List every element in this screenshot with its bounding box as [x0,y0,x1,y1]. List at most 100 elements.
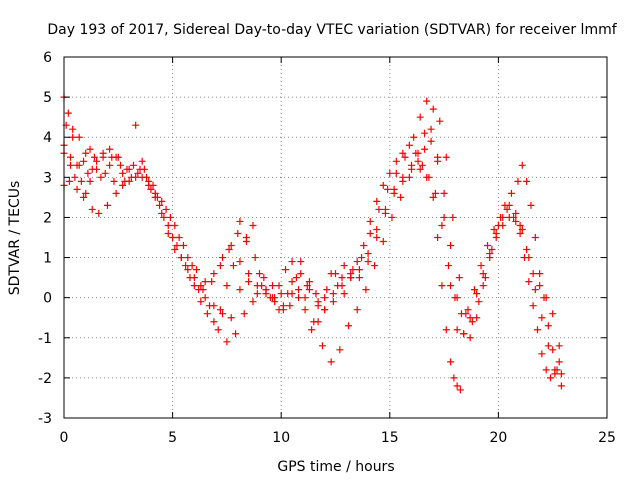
data-point [175,234,183,241]
data-point [464,306,472,314]
data-point [514,177,522,185]
data-point [408,161,416,169]
data-point [355,266,363,274]
data-point [484,242,492,250]
data-point [518,161,526,169]
data-point [214,326,222,334]
data-point [481,274,489,282]
data-point [130,161,138,169]
data-point [336,346,344,354]
data-point [379,238,387,246]
data-point [529,270,537,278]
data-point [249,298,257,306]
data-point [253,290,261,298]
data-point [86,145,94,153]
data-point [538,314,546,322]
data-point [425,173,433,181]
data-point [488,246,496,254]
data-point [529,302,537,310]
data-point [119,169,127,177]
data-point [145,181,153,189]
data-point [158,197,166,205]
data-point [171,221,179,229]
data-point [321,306,329,314]
data-point [429,193,437,201]
data-point [371,262,379,270]
data-point [295,286,303,294]
data-point [216,262,224,270]
data-point [364,258,372,266]
data-point [223,338,231,346]
data-point [140,165,148,173]
data-point [386,169,394,177]
chart-title: Day 193 of 2017, Sidereal Day-to-day VTE… [47,22,617,38]
data-point [512,217,520,225]
data-point [64,109,72,117]
data-point [80,193,88,201]
data-point [442,153,450,161]
data-point [364,250,372,258]
data-point [479,270,487,278]
data-point [457,310,465,318]
data-point [379,181,387,189]
data-point [547,374,555,382]
data-point [549,346,557,354]
data-point [329,290,337,298]
data-point [110,177,118,185]
series-3 [60,93,565,378]
data-point [373,197,381,205]
data-point [210,318,218,326]
data-point [101,169,109,177]
data-point [301,294,309,302]
data-point [201,294,209,302]
data-point [288,290,296,298]
data-point [456,386,464,394]
data-point [260,274,268,282]
data-point [410,133,418,141]
data-point [93,165,101,173]
data-point [199,286,207,294]
data-point [132,173,140,181]
data-point [312,290,320,298]
data-point [516,221,524,229]
data-point [282,266,290,274]
data-point [397,193,405,201]
data-point [525,254,533,262]
data-point [173,242,181,250]
data-point [544,322,552,330]
data-point [116,161,124,169]
data-point [197,298,205,306]
data-point [405,141,413,149]
data-point [381,205,389,213]
data-point [251,254,259,262]
data-point [206,302,214,310]
data-point [477,262,485,270]
data-point [538,350,546,358]
data-point [216,306,224,314]
data-point [347,274,355,282]
data-point [353,258,361,266]
data-point [358,254,366,262]
data-point [103,201,111,209]
data-point [99,153,107,161]
data-point [542,366,550,374]
data-point [345,322,353,330]
data-point [112,153,120,161]
data-point [112,189,120,197]
data-point [401,153,409,161]
data-point [460,330,468,338]
data-point [236,217,244,225]
data-point [69,133,77,141]
data-point [327,358,335,366]
data-point [449,213,457,221]
data-point [492,229,500,237]
data-point [286,302,294,310]
data-point [414,157,422,165]
data-point [88,205,96,213]
data-point [531,286,539,294]
data-point [156,201,164,209]
data-point [427,125,435,133]
data-point [340,262,348,270]
data-point [236,286,244,294]
